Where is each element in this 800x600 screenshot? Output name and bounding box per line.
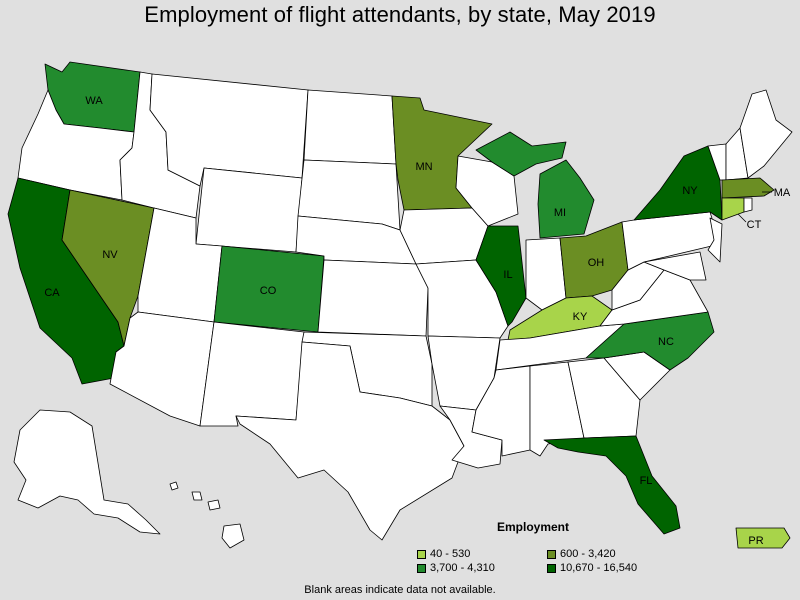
state-mi-up: [475, 131, 567, 177]
state-ks: [317, 259, 429, 337]
label-ny: NY: [682, 185, 698, 197]
territory-pr: [735, 527, 791, 549]
state-tx: [235, 341, 465, 541]
label-fl: FL: [640, 475, 653, 487]
state-il: [475, 225, 527, 327]
legend-label-3: 3,700 - 4,310: [430, 562, 495, 574]
state-nj: [707, 217, 723, 263]
legend-swatch-3: [417, 563, 426, 573]
state-ny: [633, 145, 723, 221]
legend-item-2: 600 - 3,420: [547, 548, 616, 560]
legend-label-4: 10,670 - 16,540: [560, 562, 638, 574]
label-mi: MI: [554, 207, 566, 219]
state-hi-1: [169, 481, 179, 491]
state-md: [643, 251, 707, 281]
legend-swatch-4: [547, 563, 556, 573]
state-ma: [721, 177, 775, 199]
label-ky: KY: [573, 311, 588, 323]
state-hi-3: [207, 499, 221, 511]
state-me: [739, 89, 793, 179]
state-wy: [195, 167, 303, 253]
label-ca: CA: [44, 287, 60, 299]
state-mi: [537, 159, 595, 239]
state-nd: [303, 89, 397, 165]
label-nc: NC: [658, 336, 674, 348]
label-ma: MA: [774, 187, 791, 199]
state-in: [525, 237, 567, 311]
map-title: Employment of flight attendants, by stat…: [144, 2, 656, 27]
legend-label-1: 40 - 530: [430, 548, 471, 560]
state-mt: [149, 73, 309, 187]
label-wa: WA: [85, 95, 103, 107]
label-nv: NV: [102, 249, 118, 261]
legend-item-1: 40 - 530: [417, 548, 470, 560]
state-labels: WA NV CA CO MN MI IL OH KY NY MA CT NC F…: [44, 95, 791, 547]
footnote: Blank areas indicate data not available.: [304, 584, 496, 596]
state-fl: [543, 435, 681, 535]
state-ia: [399, 207, 489, 265]
legend-item-4: 10,670 - 16,540: [547, 562, 637, 574]
state-hi-4: [221, 523, 245, 549]
label-mn: MN: [415, 161, 432, 173]
state-nm: [199, 321, 305, 427]
legend-item-3: 3,700 - 4,310: [417, 562, 495, 574]
label-pr: PR: [748, 535, 763, 547]
legend-swatch-1: [417, 549, 426, 559]
state-ak: [13, 409, 161, 535]
label-ct: CT: [747, 219, 762, 231]
legend-swatch-2: [547, 549, 556, 559]
legend-title: Employment: [497, 520, 570, 534]
state-ga: [567, 357, 641, 439]
label-oh: OH: [588, 257, 605, 269]
state-hi-2: [191, 491, 203, 501]
label-il: IL: [503, 269, 512, 281]
label-co: CO: [260, 285, 277, 297]
state-ri: [743, 197, 753, 213]
legend-label-2: 600 - 3,420: [560, 548, 616, 560]
